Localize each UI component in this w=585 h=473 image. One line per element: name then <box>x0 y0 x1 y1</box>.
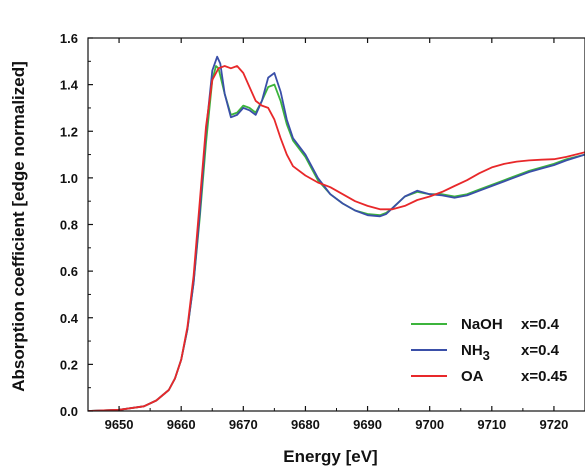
y-tick-label: 1.4 <box>60 78 79 93</box>
legend-value: x=0.4 <box>521 342 560 359</box>
x-tick-label: 9660 <box>167 417 196 432</box>
x-tick-label: 9690 <box>353 417 382 432</box>
x-tick-label: 9710 <box>477 417 506 432</box>
y-tick-label: 0.4 <box>60 311 79 326</box>
y-axis-title: Absorption coefficient [edge normalized] <box>9 61 28 392</box>
x-tick-label: 9720 <box>539 417 568 432</box>
legend-entry-oa: OA x=0.45 <box>411 368 567 385</box>
y-tick-label: 0.6 <box>60 264 78 279</box>
plot-frame <box>87 37 585 412</box>
legend-label: OA <box>461 368 484 385</box>
legend: NaOH x=0.4 NH3 x=0.4 OA x=0.45 <box>411 316 567 385</box>
x-tick-label: 9650 <box>105 417 134 432</box>
legend-label: NaOH <box>461 316 503 333</box>
y-tick-label: 1.0 <box>60 171 78 186</box>
y-tick-label: 1.6 <box>60 31 78 46</box>
series-line-nh3 <box>88 55 585 411</box>
legend-value: x=0.45 <box>521 368 567 385</box>
series-line-oa <box>88 65 585 411</box>
y-tick-label: 0.2 <box>60 357 78 372</box>
y-tick-label: 0.0 <box>60 404 78 419</box>
y-tick-label: 1.2 <box>60 124 78 139</box>
x-tick-label: 9680 <box>291 417 320 432</box>
axes: 9650 9660 9670 9680 9690 9700 9710 9720 0.0 0.2 0.… <box>60 31 585 432</box>
x-tick-label: 9700 <box>415 417 444 432</box>
legend-label: NH3 <box>461 342 490 363</box>
legend-value: x=0.4 <box>521 316 560 333</box>
legend-entry-naoh: NaOH x=0.4 <box>411 316 560 333</box>
y-tick-label: 0.8 <box>60 218 78 233</box>
plot-area <box>88 55 585 411</box>
legend-entry-nh3: NH3 x=0.4 <box>411 342 560 363</box>
series-line-naoh <box>88 65 585 411</box>
x-axis-title: Energy [eV] <box>283 447 377 466</box>
x-tick-label: 9670 <box>229 417 258 432</box>
